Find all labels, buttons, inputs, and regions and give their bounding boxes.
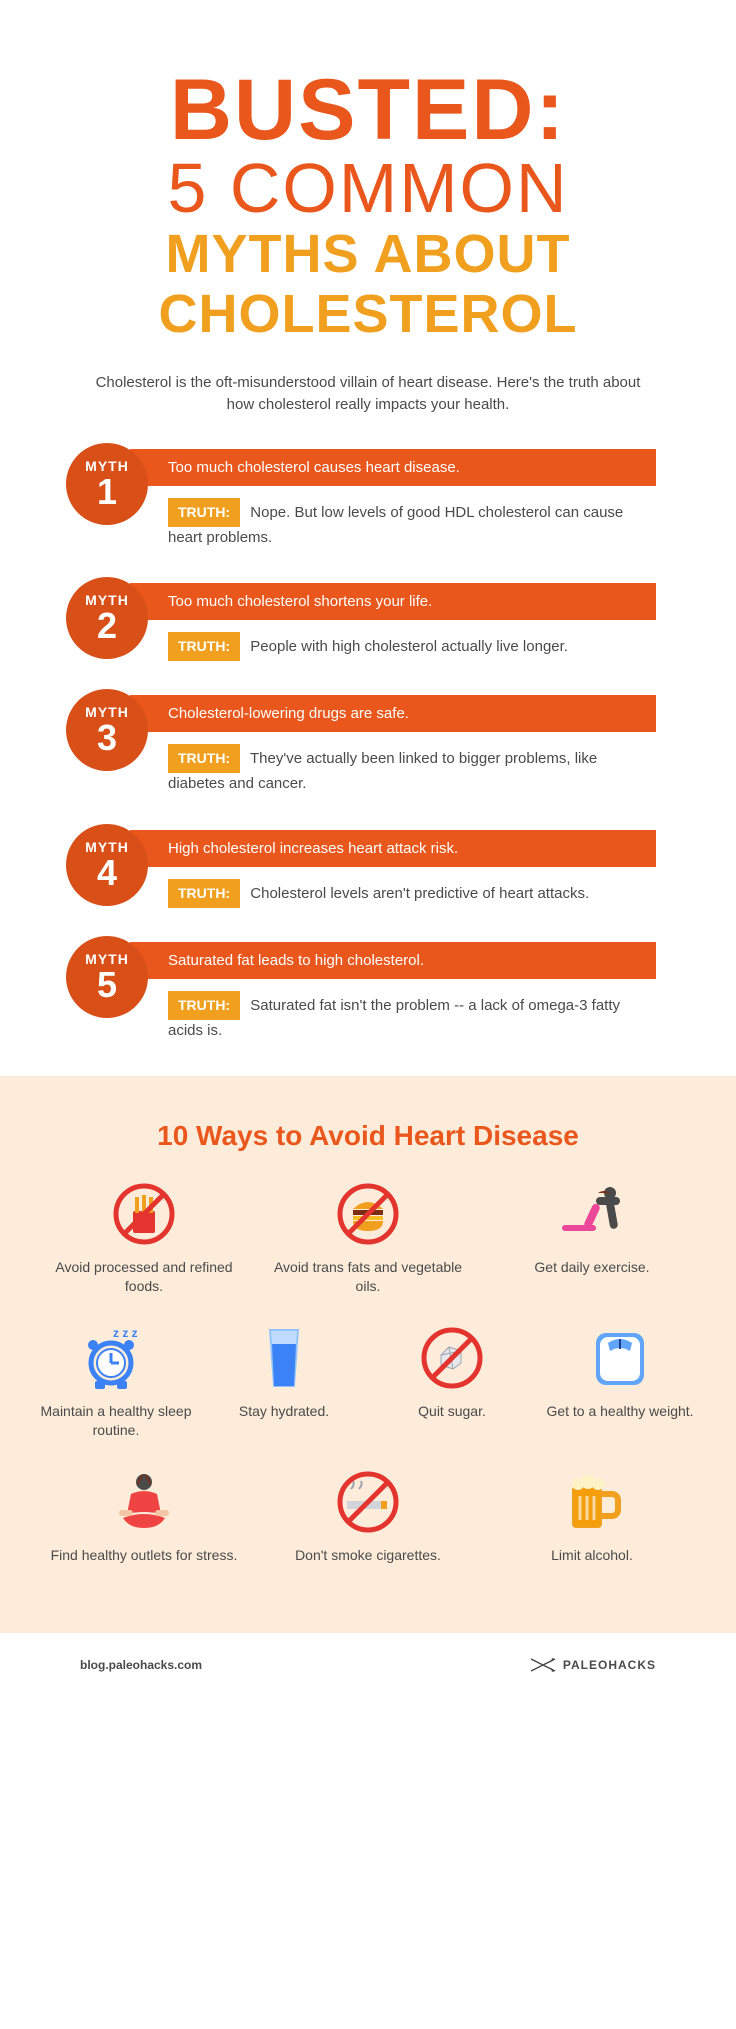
title-line-3a: MYTHS ABOUT (80, 225, 656, 284)
ways-row: Find healthy outlets for stress. Don't s… (40, 1468, 696, 1565)
no-smoke-icon (264, 1468, 472, 1536)
truth-badge: TRUTH: (168, 632, 240, 661)
myth-number: 2 (97, 608, 117, 644)
myth-statement: High cholesterol increases heart attack … (130, 830, 656, 867)
myth-circle: MYTH 3 (66, 689, 148, 771)
truth-row: TRUTH: Saturated fat isn't the problem -… (168, 991, 656, 1043)
no-sugar-icon (376, 1324, 528, 1392)
myth-circle: MYTH 2 (66, 577, 148, 659)
way-item: Avoid trans fats and vegetable oils. (264, 1180, 472, 1296)
truth-row: TRUTH: Cholesterol levels aren't predict… (168, 879, 656, 908)
way-item: Quit sugar. (376, 1324, 528, 1440)
truth-badge: TRUTH: (168, 991, 240, 1020)
way-label: Find healthy outlets for stress. (40, 1546, 248, 1565)
ways-row: z z z Maintain a healthy sleep routine. … (40, 1324, 696, 1440)
myth-statement: Too much cholesterol causes heart diseas… (130, 449, 656, 486)
title-line-3b: CHOLESTEROL (80, 285, 656, 344)
myth-block: MYTH 1 Too much cholesterol causes heart… (80, 449, 656, 550)
truth-text: Cholesterol levels aren't predictive of … (250, 885, 589, 902)
way-item: Find healthy outlets for stress. (40, 1468, 248, 1565)
way-label: Avoid trans fats and vegetable oils. (264, 1258, 472, 1296)
myth-block: MYTH 2 Too much cholesterol shortens you… (80, 583, 656, 661)
truth-badge: TRUTH: (168, 744, 240, 773)
way-label: Get daily exercise. (488, 1258, 696, 1277)
way-label: Quit sugar. (376, 1402, 528, 1421)
myth-circle: MYTH 4 (66, 824, 148, 906)
way-item: Get to a healthy weight. (544, 1324, 696, 1440)
page: BUSTED: 5 COMMON MYTHS ABOUT CHOLESTEROL… (0, 0, 736, 1042)
way-label: Maintain a healthy sleep routine. (40, 1402, 192, 1440)
way-item: z z z Maintain a healthy sleep routine. (40, 1324, 192, 1440)
no-burger-icon (264, 1180, 472, 1248)
way-label: Get to a healthy weight. (544, 1402, 696, 1421)
myth-number: 5 (97, 967, 117, 1003)
myths-list: MYTH 1 Too much cholesterol causes heart… (80, 449, 656, 1043)
way-item: Get daily exercise. (488, 1180, 696, 1296)
scale-icon (544, 1324, 696, 1392)
crossed-arrows-icon (529, 1657, 557, 1673)
myth-block: MYTH 4 High cholesterol increases heart … (80, 830, 656, 908)
myth-number: 3 (97, 720, 117, 756)
way-label: Avoid processed and refined foods. (40, 1258, 248, 1296)
footer-url: blog.paleohacks.com (80, 1658, 202, 1672)
brand-logo: PALEOHACKS (529, 1657, 656, 1673)
meditate-icon (40, 1468, 248, 1536)
myth-number: 1 (97, 474, 117, 510)
header: BUSTED: 5 COMMON MYTHS ABOUT CHOLESTEROL (80, 0, 656, 344)
truth-row: TRUTH: People with high cholesterol actu… (168, 632, 656, 661)
no-fries-icon (40, 1180, 248, 1248)
title-line-1: BUSTED: (80, 70, 656, 152)
ways-row: Avoid processed and refined foods. Avoid… (40, 1180, 696, 1296)
footer: blog.paleohacks.com PALEOHACKS (0, 1633, 736, 1709)
title-line-2: 5 COMMON (80, 152, 656, 226)
ways-title: 10 Ways to Avoid Heart Disease (40, 1120, 696, 1152)
brand-name: PALEOHACKS (563, 1658, 656, 1672)
myth-block: MYTH 3 Cholesterol-lowering drugs are sa… (80, 695, 656, 796)
way-item: Limit alcohol. (488, 1468, 696, 1565)
truth-row: TRUTH: They've actually been linked to b… (168, 744, 656, 796)
way-item: Avoid processed and refined foods. (40, 1180, 248, 1296)
myth-number: 4 (97, 855, 117, 891)
myth-statement: Cholesterol-lowering drugs are safe. (130, 695, 656, 732)
myth-circle: MYTH 5 (66, 936, 148, 1018)
ways-rows: Avoid processed and refined foods. Avoid… (40, 1180, 696, 1564)
way-item: Stay hydrated. (208, 1324, 360, 1440)
way-label: Don't smoke cigarettes. (264, 1546, 472, 1565)
water-icon (208, 1324, 360, 1392)
truth-row: TRUTH: Nope. But low levels of good HDL … (168, 498, 656, 550)
way-label: Stay hydrated. (208, 1402, 360, 1421)
myth-circle: MYTH 1 (66, 443, 148, 525)
myth-statement: Saturated fat leads to high cholesterol. (130, 942, 656, 979)
truth-text: People with high cholesterol actually li… (250, 638, 568, 655)
way-item: Don't smoke cigarettes. (264, 1468, 472, 1565)
truth-badge: TRUTH: (168, 498, 240, 527)
beer-icon (488, 1468, 696, 1536)
exercise-icon (488, 1180, 696, 1248)
ways-panel: 10 Ways to Avoid Heart Disease Avoid pro… (0, 1076, 736, 1632)
truth-badge: TRUTH: (168, 879, 240, 908)
way-label: Limit alcohol. (488, 1546, 696, 1565)
sleep-icon: z z z (40, 1324, 192, 1392)
myth-statement: Too much cholesterol shortens your life. (130, 583, 656, 620)
intro-text: Cholesterol is the oft-misunderstood vil… (80, 372, 656, 417)
myth-block: MYTH 5 Saturated fat leads to high chole… (80, 942, 656, 1043)
svg-text:z z z: z z z (113, 1326, 138, 1340)
